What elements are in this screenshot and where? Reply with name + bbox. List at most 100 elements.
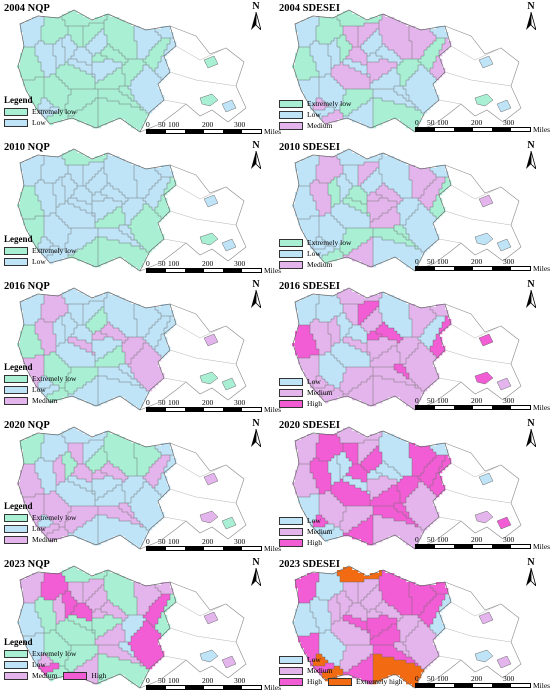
scale-tick-label: 50 [158, 537, 166, 546]
legend-swatch [4, 118, 28, 127]
scale-bar: 0 50 100 200 300 Miles [415, 118, 550, 136]
map-panel: 2010 SDESEI N Extremely low Low Medium 0 50 100… [275, 139, 550, 276]
legend-item: Extremely low [4, 245, 76, 256]
north-label: N [247, 558, 265, 568]
map-title: 2010 NQP [4, 142, 50, 153]
legend-swatch [279, 260, 303, 269]
legend-swatch [279, 399, 303, 408]
north-arrow-icon: N [522, 419, 540, 447]
map-legend: Low Medium High [279, 376, 332, 409]
legend-label: Extremely low [307, 99, 351, 108]
scale-tick-label: 200 [471, 257, 482, 266]
north-arrow-icon: N [247, 2, 265, 30]
scale-tick-label: 0 [146, 676, 150, 685]
scale-bar: 0 50 100 200 300 Miles [146, 259, 281, 277]
scale-tick-label: 0 [415, 257, 419, 266]
legend-label: Low [307, 110, 321, 119]
choropleth-map [292, 565, 522, 689]
scale-tick-label: 100 [437, 396, 448, 405]
north-label: N [522, 558, 540, 568]
scale-tick-label: 300 [503, 674, 514, 683]
north-label: N [522, 141, 540, 151]
scale-tick-label: 0 [146, 398, 150, 407]
north-label: N [247, 280, 265, 290]
legend-label: Low [32, 257, 46, 266]
legend-label: High [307, 538, 322, 547]
legend-label: Low [307, 377, 321, 386]
scale-units-label: Miles [533, 264, 550, 273]
scale-tick-label: 50 [427, 535, 435, 544]
choropleth-map [292, 426, 522, 550]
district-cells [17, 11, 177, 132]
scale-bar: 0 50 100 200 300 Miles [415, 674, 550, 692]
legend-swatch [279, 238, 303, 247]
legend-item: High [279, 537, 332, 548]
scale-bar: 0 50 100 200 300 Miles [415, 535, 550, 553]
legend-swatch [4, 524, 28, 533]
legend-swatch [4, 649, 28, 658]
legend-item: Low [279, 376, 332, 387]
legend-item: Low [279, 248, 351, 259]
legend-swatch [279, 388, 303, 397]
map-panel: 2020 SDESEI N Low Medium High 0 50 100 200 300 Mil… [275, 417, 550, 554]
scale-bar: 0 50 100 200 300 Miles [146, 537, 281, 555]
scale-tick-label: 0 [146, 537, 150, 546]
scale-tick-label: 200 [202, 120, 213, 129]
map-title: 2020 SDESEI [279, 420, 340, 431]
legend-label: Medium [307, 121, 332, 130]
scale-tick-label: 100 [437, 257, 448, 266]
legend-item: Medium [279, 120, 351, 131]
legend-label: Low [307, 516, 321, 525]
legend-swatch [279, 249, 303, 258]
scale-bar: 0 50 100 200 300 Miles [146, 676, 281, 694]
north-arrow-icon: N [522, 280, 540, 308]
scale-units-label: Miles [264, 127, 281, 136]
choropleth-map [292, 9, 522, 133]
legend-swatch [63, 671, 88, 680]
scale-tick-label: 0 [146, 259, 150, 268]
scale-units-label: Miles [264, 405, 281, 414]
legend-title: Legend [4, 637, 106, 647]
scale-units-label: Miles [264, 683, 281, 692]
legend-item: Low [279, 109, 351, 120]
legend-item: Extremely high [328, 676, 402, 687]
scale-tick-label: 0 [146, 120, 150, 129]
scale-tick-label: 100 [437, 535, 448, 544]
legend-label: Medium [307, 666, 332, 675]
scale-tick-label: 200 [471, 674, 482, 683]
scale-tick-label: 200 [202, 537, 213, 546]
legend-label: Medium [307, 260, 332, 269]
district-cells [17, 567, 177, 688]
legend-item: Low [4, 384, 76, 395]
legend-swatch [4, 671, 28, 680]
legend-item: Medium [279, 526, 332, 537]
legend-item: Medium [279, 665, 402, 676]
scale-units-label: Miles [533, 542, 550, 551]
scale-tick-label: 50 [158, 676, 166, 685]
legend-swatch [279, 377, 303, 386]
scale-tick-label: 100 [168, 676, 179, 685]
scale-tick-label: 300 [234, 537, 245, 546]
scale-tick-label: 100 [437, 118, 448, 127]
legend-label: Extremely low [32, 107, 76, 116]
legend-item: Extremely low [4, 648, 106, 659]
map-legend: Legend Extremely low Low Medium High [4, 637, 106, 681]
north-arrow-icon: N [522, 141, 540, 169]
scale-bar: 0 50 100 200 300 Miles [415, 257, 550, 275]
scale-tick-label: 50 [158, 120, 166, 129]
scale-tick-label: 50 [158, 398, 166, 407]
legend-item: Extremely low [279, 237, 351, 248]
scale-tick-label: 200 [471, 535, 482, 544]
north-label: N [247, 141, 265, 151]
legend-label: Medium [32, 396, 57, 405]
scale-tick-label: 50 [427, 118, 435, 127]
map-panel: 2023 NQP N Legend Extremely low Low Medium Hig… [0, 556, 281, 694]
district-cells [17, 428, 177, 549]
legend-item: Medium [4, 670, 57, 681]
legend-label: High [307, 399, 322, 408]
legend-title: Legend [4, 95, 76, 105]
map-title: 2020 NQP [4, 420, 50, 431]
legend-swatch [279, 666, 303, 675]
legend-swatch [279, 99, 303, 108]
legend-label: Medium [32, 671, 57, 680]
